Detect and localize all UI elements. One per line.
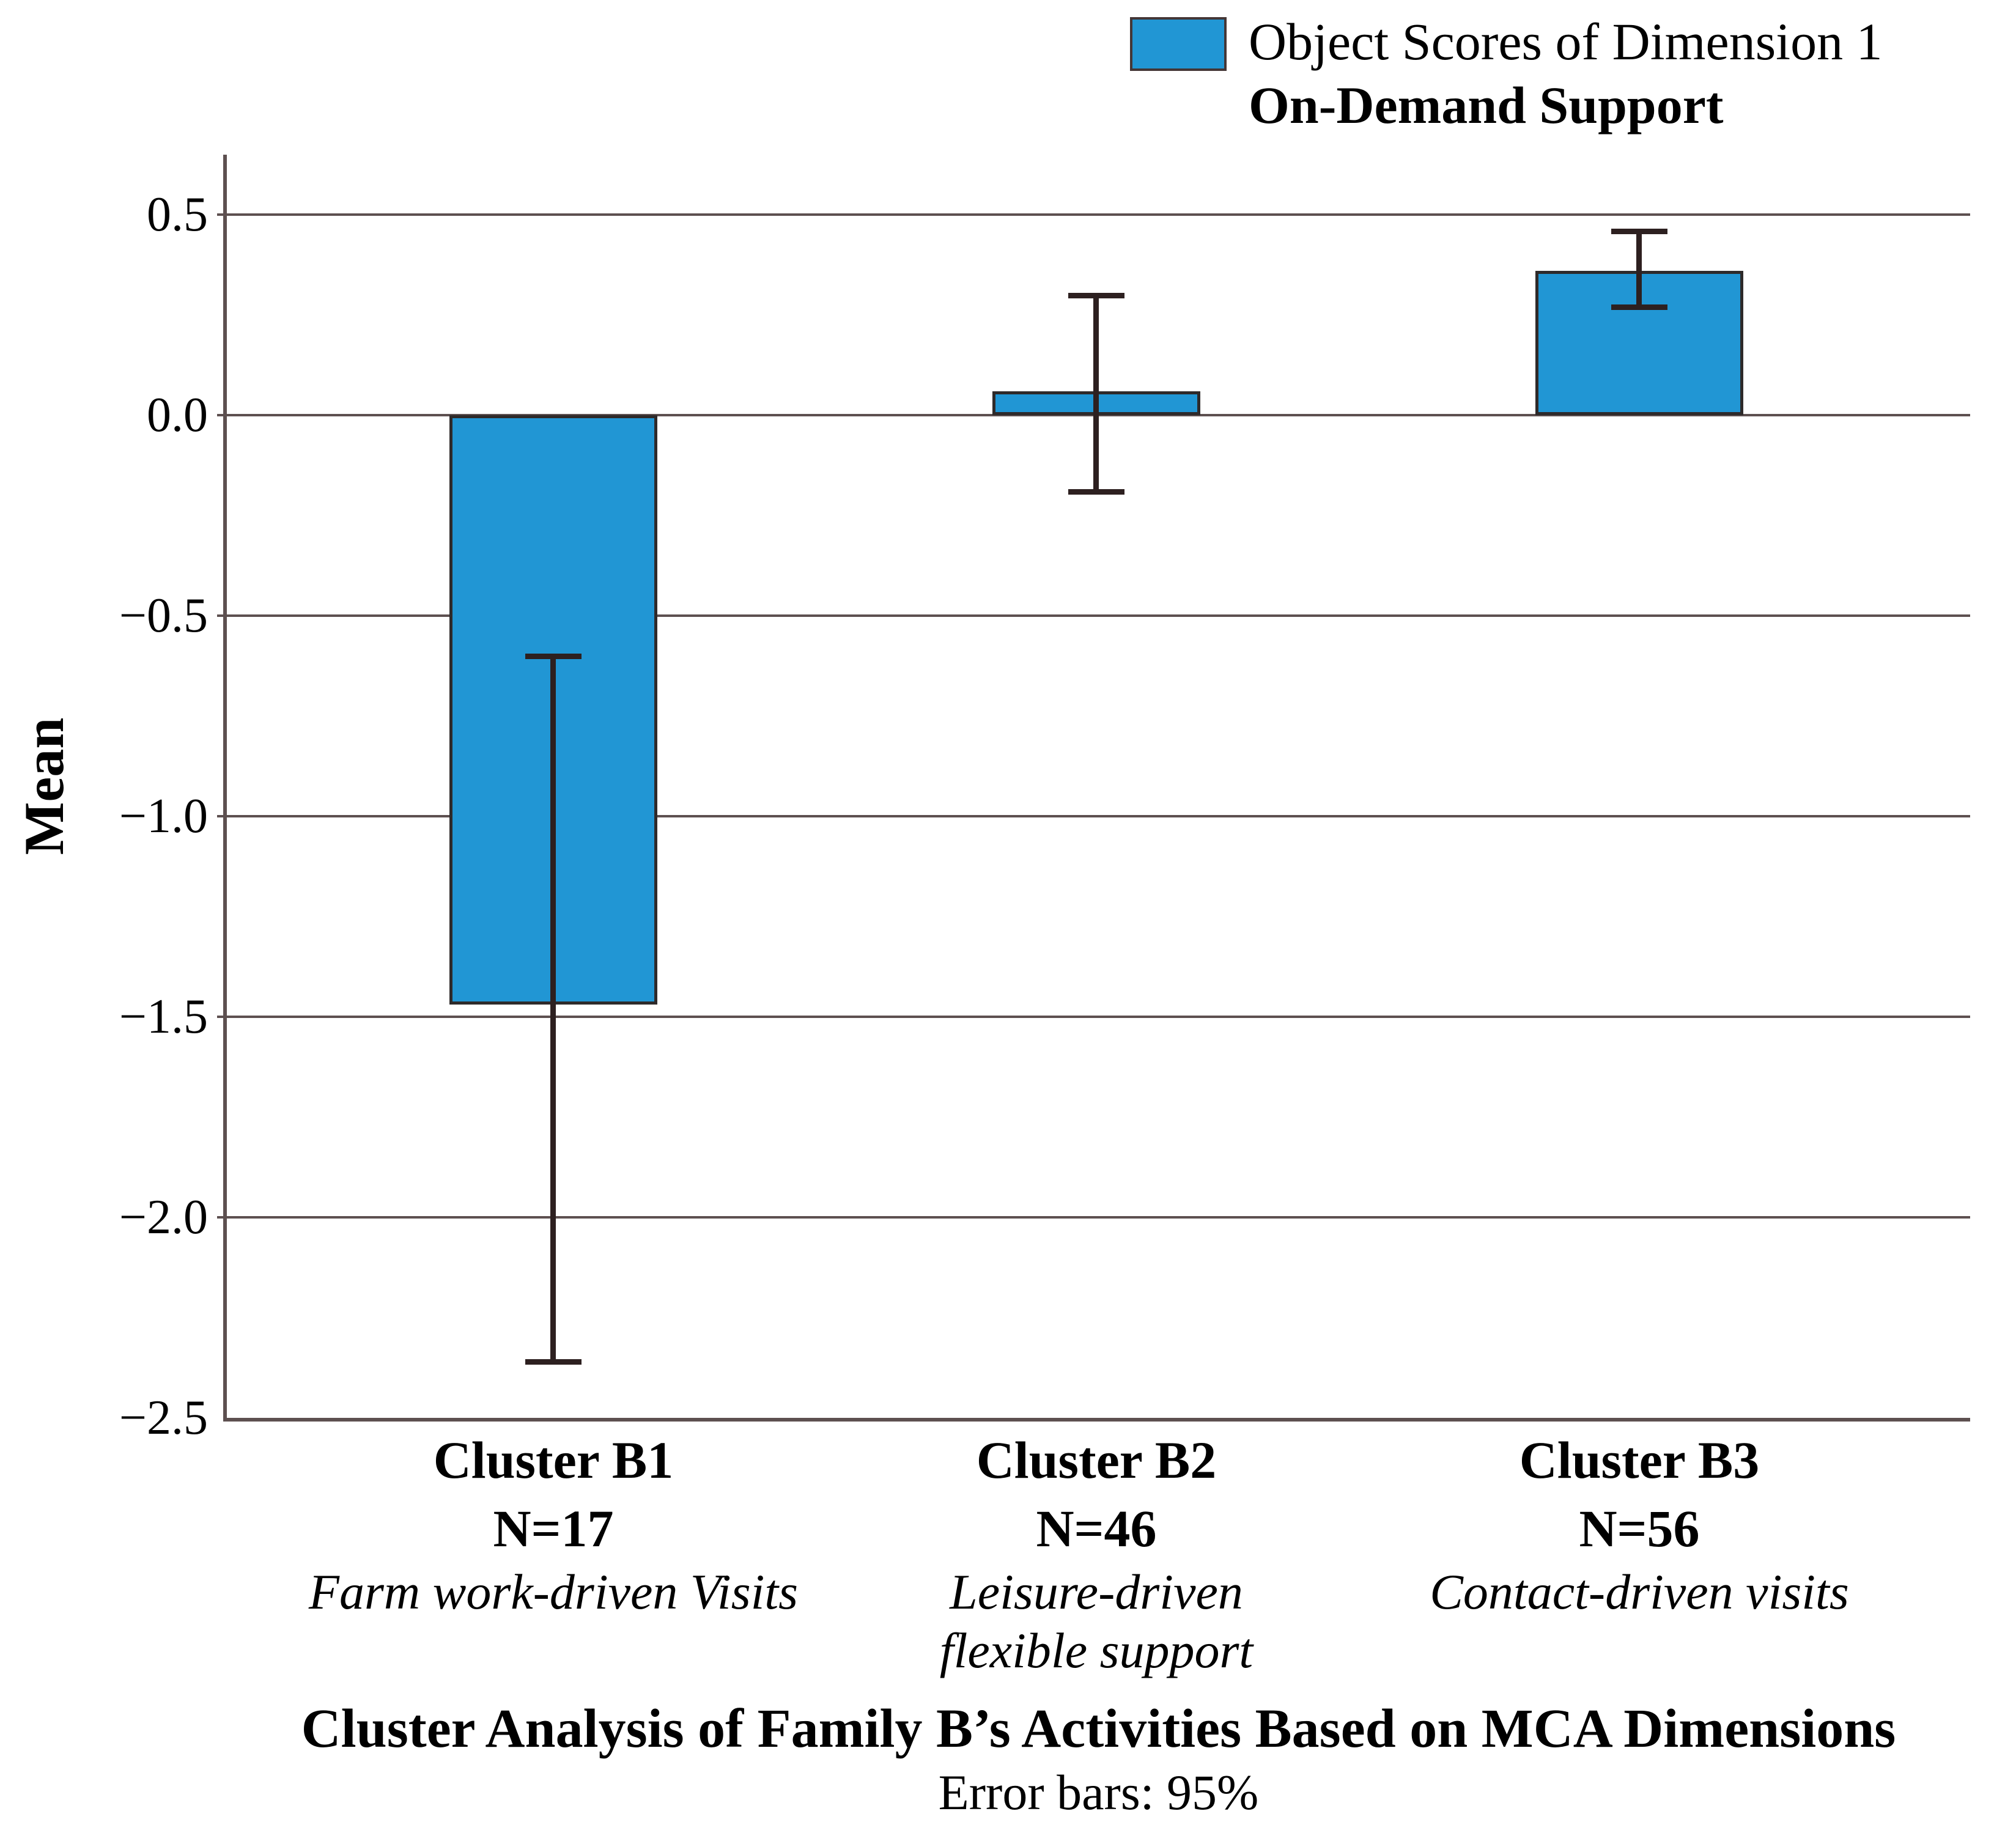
error-bar-cap-lower (1068, 489, 1124, 495)
gridline (217, 614, 1970, 618)
cluster-name: Cluster B3 (1519, 1431, 1760, 1489)
y-tick-label: −2.0 (119, 1190, 208, 1245)
gridline (217, 1216, 1970, 1219)
legend-group-label: On-Demand Support (1249, 76, 1724, 135)
error-bar-line (550, 655, 556, 1362)
cluster-name: Cluster B2 (976, 1431, 1217, 1489)
chart-subtitle: Error bars: 95% (938, 1765, 1259, 1820)
x-category-label-1: Cluster B1 N=17 Farm work-driven Visits (263, 1426, 844, 1621)
error-bar-cap-upper (1611, 228, 1667, 234)
error-bar-cap-upper (1068, 292, 1124, 298)
error-bar-line (1636, 230, 1642, 308)
legend-series-label: Object Scores of Dimension 1 (1249, 12, 1883, 71)
plot-area (217, 155, 1970, 1418)
y-tick-label: −1.5 (119, 990, 208, 1044)
y-tick-label: 0.5 (147, 188, 208, 242)
error-bar-cap-lower (525, 1359, 582, 1365)
y-tick-label: −0.5 (119, 589, 208, 643)
cluster-n: N=56 (1579, 1499, 1700, 1558)
y-axis-line (223, 155, 227, 1422)
cluster-n: N=17 (493, 1499, 614, 1558)
chart-title: Cluster Analysis of Family B’s Activitie… (301, 1698, 1896, 1759)
y-tick-label: −1.0 (119, 789, 208, 844)
legend-color-swatch (1130, 17, 1227, 71)
cluster-description: Contact-driven visits (1430, 1564, 1849, 1620)
x-category-label-3: Cluster B3 N=56 Contact-driven visits (1349, 1426, 1930, 1621)
x-category-label-2: Cluster B2 N=46 Leisure-driven flexible sup… (806, 1426, 1387, 1680)
error-bar-cap-upper (525, 653, 582, 659)
gridline (217, 815, 1970, 818)
y-tick-label: 0.0 (147, 388, 208, 443)
error-bar-cap-lower (1611, 304, 1667, 311)
cluster-description: Farm work-driven Visits (308, 1564, 799, 1620)
x-axis-line (223, 1418, 1970, 1422)
cluster-name: Cluster B1 (433, 1431, 674, 1489)
gridline (217, 213, 1970, 216)
cluster-n: N=46 (1036, 1499, 1157, 1558)
gridline (217, 1016, 1970, 1019)
cluster-description: Leisure-driven flexible support (939, 1564, 1254, 1678)
error-bar-line (1093, 295, 1099, 492)
y-tick-label: −2.5 (119, 1391, 208, 1445)
